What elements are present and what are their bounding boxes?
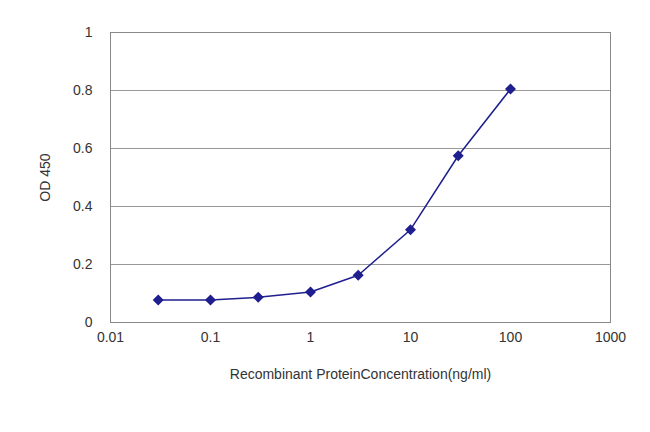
svg-text:Recombinant ProteinConcentrati: Recombinant ProteinConcentration(ng/ml) [230,366,491,382]
svg-text:0.01: 0.01 [97,329,124,345]
svg-text:1000: 1000 [595,329,626,345]
svg-text:10: 10 [403,329,419,345]
svg-text:0: 0 [85,314,93,330]
svg-text:0.1: 0.1 [201,329,221,345]
svg-text:OD 450: OD 450 [37,153,53,201]
svg-text:100: 100 [499,329,523,345]
svg-text:0.8: 0.8 [73,82,93,98]
svg-text:1: 1 [307,329,315,345]
svg-text:1: 1 [85,24,93,40]
svg-text:0.6: 0.6 [73,140,93,156]
svg-text:0.2: 0.2 [73,256,93,272]
svg-text:0.4: 0.4 [73,198,93,214]
